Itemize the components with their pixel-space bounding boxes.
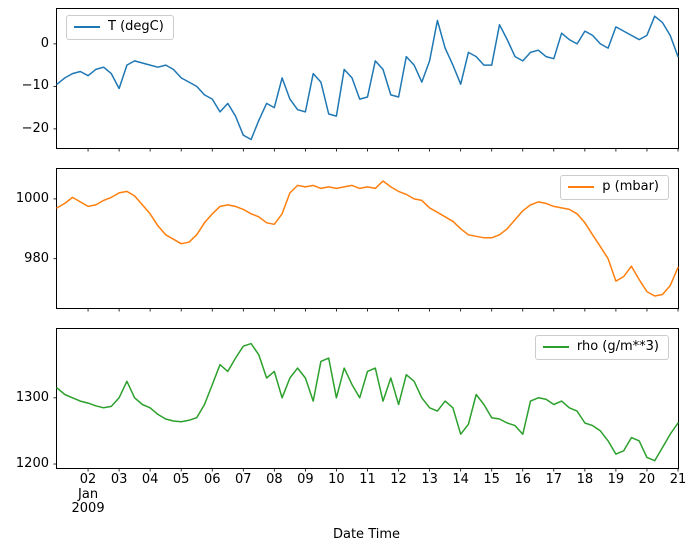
x-axis-title: Date Time: [332, 527, 401, 542]
y-tick-label: 980: [24, 250, 49, 266]
x-tick-label: 17: [545, 472, 563, 487]
series-line-temperature: [56, 15, 679, 141]
x-tick-label: 04: [141, 472, 159, 487]
legend-label: T (degC): [108, 19, 164, 34]
x-offset-label: 2009: [71, 501, 105, 516]
x-tick-label: 06: [203, 472, 221, 487]
x-tick-label: 14: [452, 472, 469, 487]
x-tick-label: 11: [359, 472, 376, 487]
y-tick-label: −10: [21, 78, 49, 94]
x-tick-label: 19: [607, 472, 625, 487]
subplot-temperature: T (degC) 0 −10 −20: [22, 8, 679, 152]
legend-density: rho (g/m**3): [534, 335, 669, 360]
legend-line-swatch: [568, 186, 595, 188]
legend-line-swatch: [542, 346, 569, 348]
x-tick-label: 15: [483, 472, 500, 487]
x-tick-label: 08: [266, 472, 283, 487]
y-tick-label: −20: [21, 120, 49, 136]
x-tick-label: 16: [514, 472, 532, 487]
y-tick-label: 1200: [15, 456, 49, 472]
x-tick-label: 10: [328, 472, 345, 487]
x-tick-label: 07: [235, 472, 252, 487]
x-tick-label: 13: [421, 472, 438, 487]
legend-label: rho (g/m**3): [576, 339, 659, 354]
subplot-density: rho (g/m**3) 02 Jan 2009 03 04 05 06 07 08 09 10 11…: [16, 328, 686, 516]
y-tick-label: 1000: [15, 190, 49, 206]
x-tick-label: 12: [390, 472, 407, 487]
x-tick-label: 20: [638, 472, 656, 487]
series-line-rho: [56, 342, 679, 462]
legend-line-swatch: [74, 26, 100, 28]
x-offset-label: Jan: [78, 487, 99, 502]
x-tick-label: 05: [172, 472, 190, 487]
legend-label: p (mbar): [602, 179, 659, 194]
series-line-pressure: [56, 180, 679, 297]
temperature-line-chart: [53, 15, 679, 152]
subplot-pressure: p (mbar) 1000 980: [16, 168, 679, 312]
legend-temperature: T (degC): [66, 15, 174, 40]
x-tick-label: 02: [79, 472, 97, 487]
density-line-chart: [53, 342, 679, 472]
x-tick-label: 03: [110, 472, 128, 487]
x-tick-label: 21: [669, 472, 687, 487]
legend-pressure: p (mbar): [560, 175, 669, 200]
x-tick-label: 09: [297, 472, 314, 487]
y-tick-label: 0: [40, 35, 49, 51]
x-tick-label: 18: [576, 472, 594, 487]
y-tick-label: 1300: [15, 389, 49, 405]
pressure-line-chart: [53, 180, 679, 312]
